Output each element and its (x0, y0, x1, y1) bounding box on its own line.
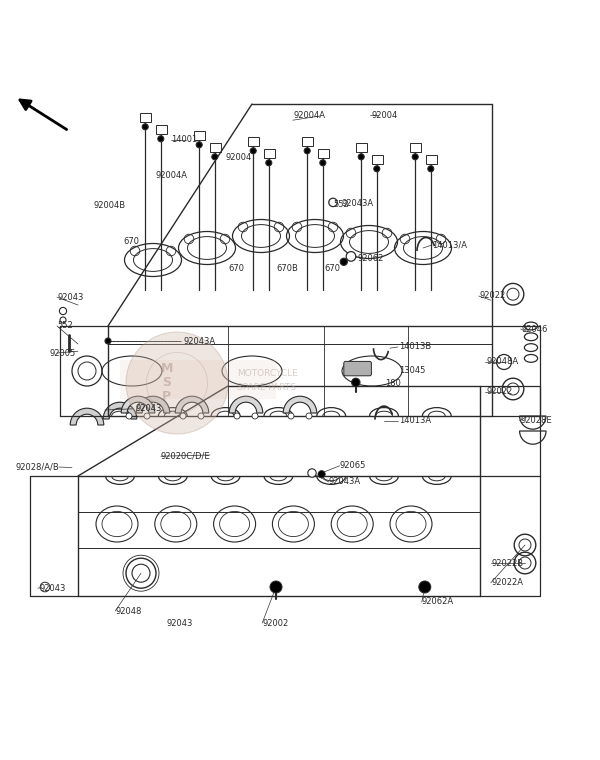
Text: 92002: 92002 (262, 619, 289, 628)
Circle shape (329, 198, 337, 207)
Circle shape (105, 338, 111, 344)
Text: 92020C/D/E: 92020C/D/E (161, 451, 211, 461)
Text: 92004: 92004 (372, 112, 398, 121)
FancyBboxPatch shape (318, 149, 329, 158)
Circle shape (304, 147, 310, 154)
Text: 552: 552 (333, 200, 349, 209)
Text: 670: 670 (324, 264, 340, 274)
Text: 180: 180 (385, 379, 401, 388)
Text: 92062: 92062 (357, 254, 383, 263)
Text: 13045: 13045 (399, 366, 425, 375)
Circle shape (346, 252, 356, 261)
FancyBboxPatch shape (140, 113, 151, 122)
Wedge shape (121, 396, 155, 413)
FancyBboxPatch shape (410, 143, 421, 152)
Text: 670B: 670B (276, 264, 298, 274)
Text: 92004A: 92004A (156, 172, 188, 181)
Text: 14013A: 14013A (399, 416, 431, 426)
Text: 92048: 92048 (115, 606, 142, 616)
Circle shape (126, 413, 132, 419)
Text: 14001: 14001 (171, 135, 197, 144)
FancyBboxPatch shape (194, 131, 205, 140)
Circle shape (142, 124, 148, 130)
Circle shape (59, 307, 67, 315)
Circle shape (198, 413, 204, 419)
Text: 92062A: 92062A (422, 597, 454, 606)
Text: MOTORCYCLE: MOTORCYCLE (237, 369, 298, 378)
Text: 670: 670 (228, 264, 244, 274)
Circle shape (212, 154, 218, 160)
Circle shape (308, 469, 316, 477)
Circle shape (234, 413, 240, 419)
Text: 92043A: 92043A (329, 477, 361, 486)
Text: 92043: 92043 (57, 293, 83, 302)
Text: 92043A: 92043A (183, 337, 215, 346)
Text: 92022B: 92022B (492, 559, 524, 568)
Text: 92043: 92043 (39, 584, 65, 593)
Text: 552: 552 (57, 321, 73, 331)
Circle shape (352, 378, 360, 387)
Circle shape (358, 154, 364, 160)
Circle shape (250, 147, 256, 154)
Text: 92022A: 92022A (492, 578, 524, 587)
Text: 92005: 92005 (50, 349, 76, 357)
Text: 670: 670 (123, 237, 139, 246)
Text: 92004: 92004 (225, 154, 251, 163)
Wedge shape (70, 408, 104, 425)
FancyBboxPatch shape (302, 137, 313, 146)
Text: M
S
P: M S P (161, 363, 173, 404)
Wedge shape (229, 396, 263, 413)
Circle shape (270, 581, 282, 593)
Circle shape (374, 166, 380, 172)
Text: 92022: 92022 (480, 292, 506, 300)
FancyBboxPatch shape (120, 360, 276, 399)
Text: 14013/A: 14013/A (432, 240, 467, 249)
Text: 92043: 92043 (167, 619, 193, 628)
Wedge shape (175, 396, 209, 413)
FancyBboxPatch shape (248, 137, 259, 146)
Wedge shape (283, 396, 317, 413)
Circle shape (306, 413, 312, 419)
Circle shape (428, 166, 434, 172)
Circle shape (288, 413, 294, 419)
Text: 92065: 92065 (340, 461, 366, 470)
Circle shape (196, 142, 202, 147)
FancyBboxPatch shape (210, 143, 221, 152)
FancyBboxPatch shape (264, 149, 275, 158)
FancyBboxPatch shape (156, 125, 167, 134)
Text: 14013B: 14013B (399, 343, 431, 351)
Circle shape (252, 413, 258, 419)
Text: 92004A: 92004A (294, 112, 326, 121)
Circle shape (412, 154, 418, 160)
FancyBboxPatch shape (356, 143, 367, 152)
Text: 92028E: 92028E (521, 416, 553, 426)
Text: 92043: 92043 (135, 404, 161, 413)
Circle shape (126, 332, 228, 434)
Text: 92004B: 92004B (93, 201, 125, 211)
Wedge shape (136, 396, 170, 413)
Text: SPARE PARTS: SPARE PARTS (237, 383, 296, 391)
Wedge shape (103, 402, 137, 419)
Circle shape (180, 413, 186, 419)
Circle shape (318, 470, 325, 478)
Text: 92048A: 92048A (486, 357, 518, 366)
Circle shape (419, 581, 431, 593)
Text: 92046: 92046 (522, 325, 548, 334)
Text: 92022: 92022 (486, 388, 512, 397)
Circle shape (158, 136, 164, 142)
Text: 92028/A/B: 92028/A/B (15, 463, 59, 471)
Circle shape (40, 582, 50, 592)
FancyBboxPatch shape (426, 155, 437, 164)
FancyBboxPatch shape (372, 155, 383, 164)
Circle shape (266, 160, 272, 166)
FancyBboxPatch shape (344, 362, 371, 375)
Circle shape (320, 160, 326, 166)
Circle shape (340, 258, 347, 265)
Text: 92043A: 92043A (342, 198, 374, 207)
Circle shape (144, 413, 150, 419)
Circle shape (60, 317, 66, 323)
